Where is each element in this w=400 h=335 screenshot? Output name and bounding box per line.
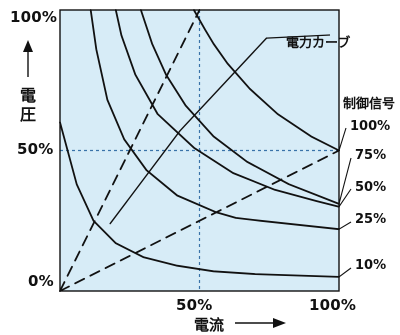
control-level-75: 75% — [355, 148, 387, 163]
y-tick-0: 0% — [28, 272, 54, 290]
series-50% — [114, 9, 340, 208]
y-tick-100: 100% — [10, 8, 58, 26]
leader-75 — [338, 157, 352, 205]
y-label-char-1: 電 — [20, 86, 37, 105]
control-level-100: 100% — [350, 119, 391, 134]
control-signal-title: 制御信号 — [343, 97, 396, 112]
series-dashed-steep — [59, 9, 201, 292]
control-level-50: 50% — [355, 180, 387, 195]
power-curve-label: 電力カーブ — [286, 36, 351, 51]
x-tick-100: 100% — [309, 296, 357, 314]
arrow-up-icon — [23, 40, 33, 77]
leader-100 — [338, 127, 347, 151]
x-tick-50: 50% — [176, 296, 213, 314]
plot-frame — [59, 9, 340, 292]
leader-25 — [338, 221, 352, 230]
series-25% — [89, 9, 340, 231]
series-10% — [59, 121, 340, 278]
x-label: 電流 — [194, 316, 225, 334]
leader-10 — [338, 267, 352, 278]
leader-50 — [338, 188, 352, 208]
series-dashed-shallow — [59, 149, 340, 292]
control-level-25: 25% — [355, 212, 387, 227]
y-tick-50: 50% — [17, 140, 54, 158]
leader-power-curve — [266, 34, 331, 39]
control-level-10: 10% — [355, 258, 387, 273]
series-電力カーブ — [109, 37, 268, 225]
series-75% — [140, 9, 340, 205]
series-100% — [193, 9, 340, 152]
arrow-right-icon — [235, 318, 286, 328]
y-label-char-2: 圧 — [20, 105, 37, 124]
